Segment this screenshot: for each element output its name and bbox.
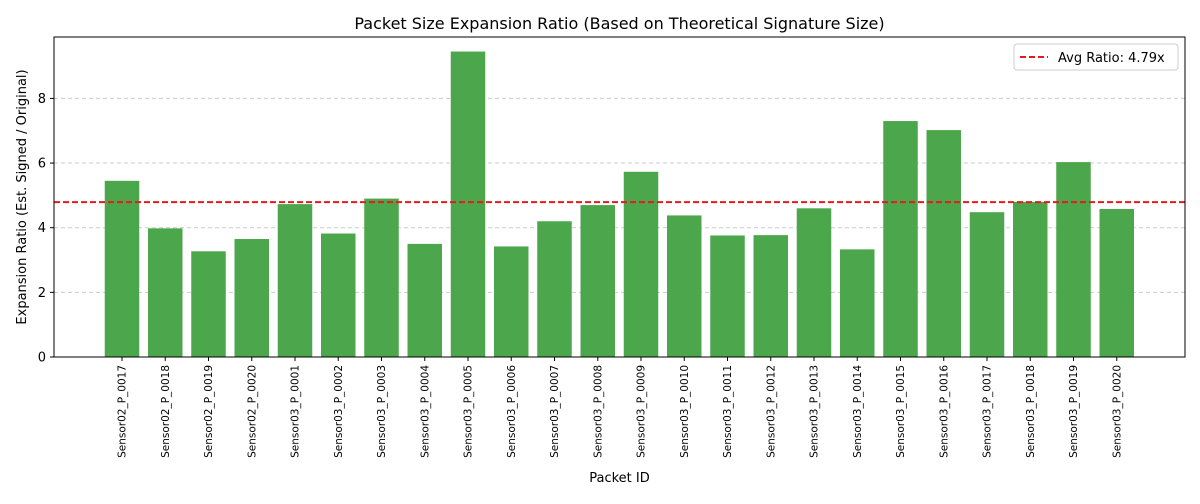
bar (321, 233, 356, 357)
bar (148, 228, 183, 357)
bar (407, 243, 442, 357)
x-tick-label: Sensor03_P_0011 (722, 365, 734, 458)
x-tick-label: Sensor03_P_0018 (1025, 365, 1037, 458)
bar (580, 205, 615, 357)
bar (753, 235, 788, 357)
x-tick-label: Sensor03_P_0016 (938, 365, 950, 458)
x-tick-label: Sensor03_P_0017 (982, 365, 994, 458)
bar (450, 51, 486, 357)
bar (104, 180, 140, 357)
bar (926, 130, 961, 357)
y-tick-label: 8 (38, 92, 46, 107)
bar (623, 171, 659, 357)
plot-frame (53, 36, 1186, 358)
y-tick-label: 4 (38, 221, 46, 236)
x-tick-label: Sensor03_P_0012 (765, 365, 777, 458)
x-axis-label: Packet ID (589, 471, 650, 486)
bar (191, 251, 226, 357)
bar (537, 221, 572, 357)
bar (234, 239, 269, 357)
x-tick-label: Sensor02_P_0018 (160, 365, 172, 458)
y-tick-label: 6 (38, 157, 46, 172)
x-tick-label: Sensor03_P_0002 (333, 365, 345, 458)
x-tick-label: Sensor03_P_0013 (809, 365, 821, 458)
chart-title: Packet Size Expansion Ratio (Based on Th… (354, 14, 884, 33)
bar (494, 246, 529, 357)
bar (969, 212, 1005, 357)
x-tick-label: Sensor03_P_0007 (549, 365, 561, 458)
legend-box (1013, 43, 1179, 71)
y-tick-label: 2 (38, 286, 46, 301)
x-tick-label: Sensor03_P_0014 (852, 365, 864, 458)
legend-avg-label: Avg Ratio: 4.79x (1058, 51, 1165, 66)
bar (840, 249, 875, 357)
bar (1056, 162, 1091, 357)
x-tick-label: Sensor02_P_0017 (117, 365, 129, 458)
y-axis-label: Expansion Ratio (Est. Signed / Original) (15, 69, 30, 324)
x-tick-label: Sensor03_P_0009 (636, 365, 648, 458)
x-tick-label: Sensor03_P_0019 (1068, 365, 1080, 458)
x-tick-label: Sensor03_P_0005 (463, 365, 475, 458)
bar (667, 215, 702, 357)
x-tick-label: Sensor03_P_0010 (679, 365, 691, 458)
bar (277, 204, 313, 357)
bar (1099, 208, 1134, 357)
x-tick-label: Sensor03_P_0015 (895, 365, 907, 458)
bar-layer (104, 51, 1134, 357)
x-tick-label: Sensor03_P_0008 (592, 365, 604, 458)
x-tick-label: Sensor03_P_0006 (506, 365, 518, 458)
x-axis-ticks: Sensor02_P_0017 Sensor02_P_0018 Sensor02_P… (117, 357, 1123, 458)
x-tick-label: Sensor03_P_0003 (376, 365, 388, 458)
x-tick-label: Sensor03_P_0001 (290, 365, 302, 458)
bar (364, 198, 399, 357)
y-axis-ticks: 0 2 4 6 8 (38, 92, 54, 366)
x-tick-label: Sensor03_P_0004 (419, 365, 431, 458)
x-tick-label: Sensor02_P_0019 (203, 365, 215, 458)
bar (1013, 201, 1048, 357)
bar (883, 121, 918, 357)
x-tick-label: Sensor02_P_0020 (246, 365, 258, 458)
legend: Avg Ratio: 4.79x (1013, 43, 1179, 71)
x-tick-label: Sensor03_P_0020 (1111, 365, 1123, 458)
bar (710, 235, 745, 357)
y-tick-label: 0 (38, 351, 46, 366)
bar (796, 208, 832, 357)
